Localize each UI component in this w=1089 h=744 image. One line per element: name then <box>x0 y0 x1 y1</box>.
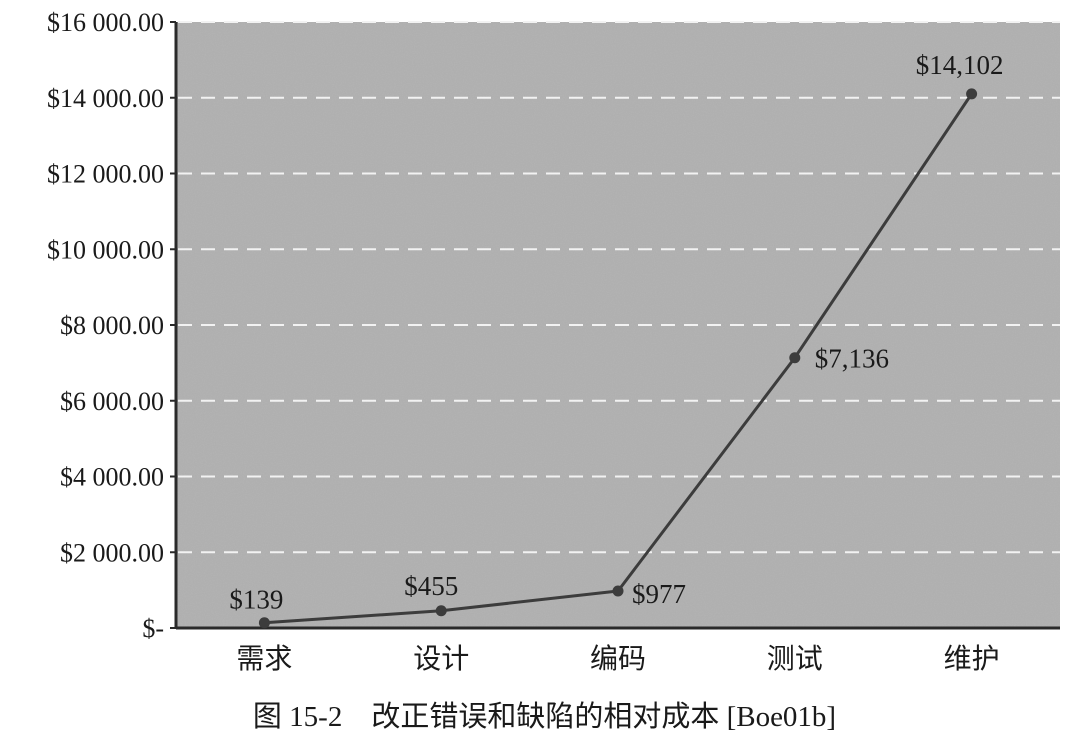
data-point <box>789 352 800 363</box>
x-category-label: 测试 <box>767 643 823 675</box>
data-label: $139 <box>229 585 283 615</box>
data-point <box>436 605 447 616</box>
data-label: $455 <box>404 571 458 601</box>
data-point <box>613 585 624 596</box>
data-point <box>966 88 977 99</box>
y-tick-label: $4 000.00 <box>60 463 164 492</box>
x-axis-categories: 需求 设计 编码 测试 维护 <box>236 643 999 675</box>
y-tick-label: $14 000.00 <box>47 84 164 113</box>
data-label: $977 <box>632 579 686 609</box>
y-tick-label: $8 000.00 <box>60 311 164 340</box>
x-category-label: 编码 <box>590 643 646 675</box>
y-tick-label: $6 000.00 <box>60 387 164 416</box>
x-category-label: 需求 <box>236 643 292 675</box>
line-chart: $- $2 000.00 $4 000.00 $6 000.00 $8 000.00 $1… <box>0 0 1089 690</box>
y-tick-label: $16 000.00 <box>47 8 164 37</box>
x-category-label: 设计 <box>413 643 469 675</box>
data-label: $14,102 <box>916 50 1004 80</box>
x-category-label: 维护 <box>944 643 1000 675</box>
y-tick-label: $10 000.00 <box>47 235 164 264</box>
y-tick-label: $12 000.00 <box>47 160 164 189</box>
data-label: $7,136 <box>815 344 889 374</box>
figure-caption: 图 15-2 改正错误和缺陷的相对成本 [Boe01b] <box>0 693 1089 735</box>
y-tick-label: $- <box>142 614 164 643</box>
y-axis-ticks: $- $2 000.00 $4 000.00 $6 000.00 $8 000.00 $1… <box>47 8 176 643</box>
data-point <box>259 617 270 628</box>
y-tick-label: $2 000.00 <box>60 538 164 567</box>
